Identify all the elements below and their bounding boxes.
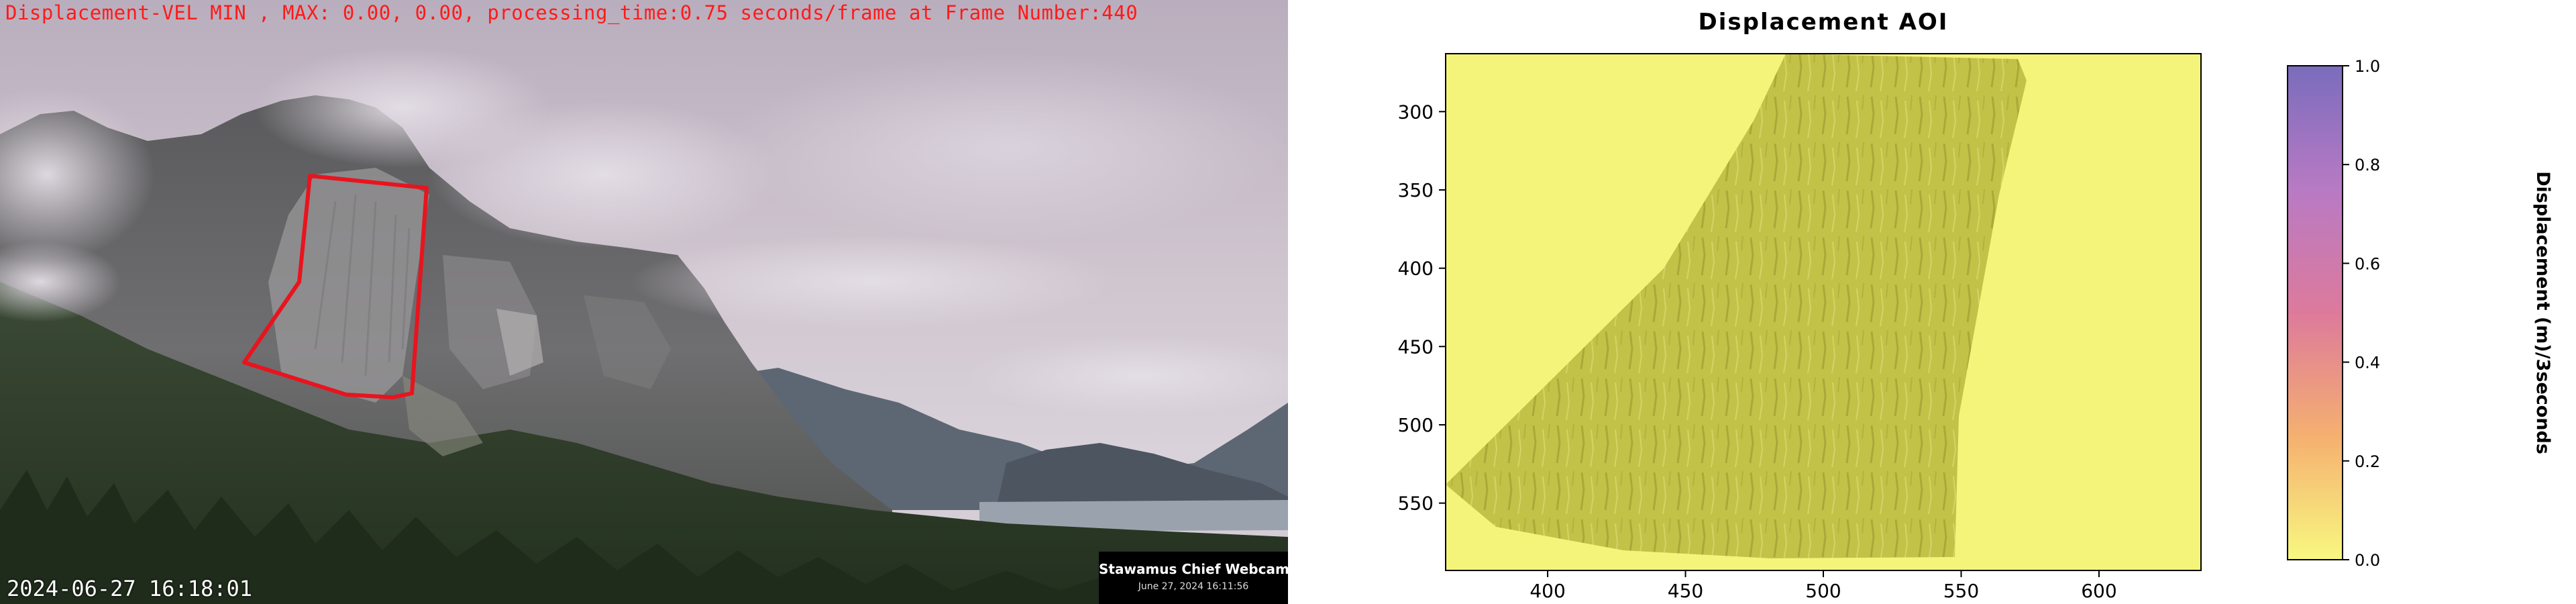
y-tick-label: 400 (1398, 258, 1434, 280)
x-tick-label: 550 (1943, 580, 1979, 602)
y-tick-label: 350 (1398, 179, 1434, 201)
colorbar-label: Displacement (m)/3seconds (2532, 171, 2553, 454)
y-tick-label: 550 (1398, 493, 1434, 515)
x-tick-label: 450 (1668, 580, 1703, 602)
y-tick-label: 300 (1398, 101, 1434, 123)
displacement-plot-panel: Displacement AOI 400 450 500 550 600 300 350 4… (1288, 0, 2576, 604)
y-tick-label: 450 (1398, 336, 1434, 358)
webcam-image (0, 0, 1288, 604)
x-tick-label: 400 (1529, 580, 1565, 602)
x-tick-label: 600 (2081, 580, 2116, 602)
y-tick-label: 500 (1398, 414, 1434, 436)
colorbar-ticks: 0.0 0.2 0.4 0.6 0.8 1.0 (2343, 57, 2380, 570)
webcam-name: Stawamus Chief Webcam (1099, 561, 1288, 577)
aoi-outline (242, 174, 429, 399)
colorbar-tick-label: 0.6 (2355, 254, 2380, 273)
fjord-water (979, 500, 1288, 532)
heatmap-displacement-field (1446, 54, 2027, 558)
cloud (0, 87, 154, 262)
x-axis: 400 450 500 550 600 (1529, 570, 2117, 602)
forest-slopes (0, 282, 1288, 604)
colorbar-tick-label: 0.4 (2355, 354, 2380, 372)
frame-timestamp: 2024-06-27 16:18:01 (7, 576, 253, 601)
webcam-panel: Displacement-VEL MIN , MAX: 0.00, 0.00, … (0, 0, 1288, 604)
y-axis: 300 350 400 450 500 550 (1398, 101, 1446, 515)
colorbar-tick-label: 0.8 (2355, 156, 2380, 174)
chart-title: Displacement AOI (1699, 9, 1949, 36)
overlay-status-text: Displacement-VEL MIN , MAX: 0.00, 0.00, … (5, 1, 1138, 24)
webcam-capture-date: June 27, 2024 16:11:56 (1138, 581, 1249, 592)
webcam-badge: Stawamus Chief Webcam June 27, 2024 16:1… (1099, 552, 1288, 604)
displacement-chart: Displacement AOI 400 450 500 550 600 300 350 4… (1398, 9, 2553, 602)
colorbar-tick-label: 0.0 (2355, 551, 2380, 570)
colorbar-tick-label: 1.0 (2355, 57, 2380, 76)
x-tick-label: 500 (1805, 580, 1841, 602)
colorbar (2287, 65, 2343, 560)
colorbar-tick-label: 0.2 (2355, 452, 2380, 471)
foreground-trees (0, 470, 1100, 604)
